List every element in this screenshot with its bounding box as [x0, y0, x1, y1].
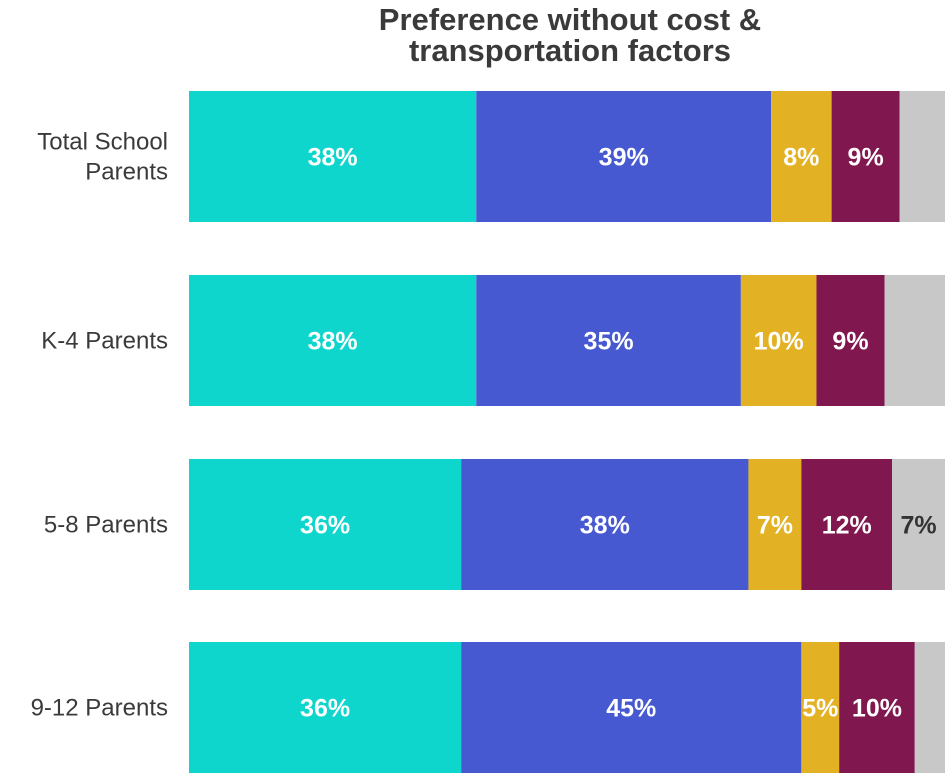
- bar-segment-row3-series3: [748, 459, 802, 590]
- chart-title: Preference without cost & transportation…: [300, 4, 840, 66]
- data-label-row3-series1: 36%: [300, 512, 350, 540]
- bar-segment-row1-series5: [899, 91, 945, 222]
- bar-segment-row1-series2: [476, 91, 772, 222]
- bar-segment-row2-series1: [189, 275, 477, 406]
- data-label-row1-series1: 38%: [308, 144, 358, 172]
- data-labels-group: 38% 39% 8% 9% 38% 35% 10% 9% 36% 38% 7% 12% 7% 36% 45%…: [300, 144, 937, 723]
- category-label-row1-line1: Total School: [37, 129, 168, 156]
- bar-segment-row3-series4: [801, 459, 893, 590]
- data-label-row4-series4: 10%: [852, 695, 902, 723]
- data-label-row3-series2: 38%: [580, 512, 630, 540]
- bar-segment-row4-series3: [801, 642, 840, 773]
- data-label-row3-series3: 7%: [757, 512, 793, 540]
- data-label-row2-series3: 10%: [754, 328, 804, 356]
- category-label-row4: 9-12 Parents: [31, 695, 168, 722]
- category-labels-group: Total School Parents K-4 Parents 5-8 Parent…: [31, 129, 168, 722]
- data-label-row4-series3: 5%: [802, 695, 838, 723]
- bar-segment-row4-series1: [189, 642, 462, 773]
- chart-title-line-2: transportation factors: [408, 33, 732, 68]
- category-label-row1-line2: Parents: [85, 159, 168, 186]
- category-label-row2: K-4 Parents: [41, 328, 168, 355]
- data-label-row4-series1: 36%: [300, 695, 350, 723]
- data-label-row2-series4: 9%: [832, 328, 868, 356]
- chart-title-line-1: Preference without cost &: [378, 2, 762, 37]
- bar-segment-row1-series3: [771, 91, 832, 222]
- bar-segment-row3-series1: [189, 459, 462, 590]
- bar-segment-row1-series4: [831, 91, 900, 222]
- bars-group: [189, 91, 945, 773]
- data-label-row4-series2: 45%: [606, 695, 656, 723]
- data-label-row2-series1: 38%: [308, 328, 358, 356]
- bar-segment-row1-series1: [189, 91, 477, 222]
- bar-segment-row4-series4: [839, 642, 915, 773]
- data-label-row1-series3: 8%: [783, 144, 819, 172]
- bar-segment-row2-series2: [476, 275, 741, 406]
- bar-segment-row4-series5: [914, 642, 945, 773]
- bar-segment-row2-series3: [740, 275, 817, 406]
- bar-segment-row2-series5: [884, 275, 945, 406]
- bar-segment-row3-series2: [461, 459, 749, 590]
- data-label-row2-series2: 35%: [584, 328, 634, 356]
- data-label-row1-series2: 39%: [599, 144, 649, 172]
- bar-segment-row4-series2: [461, 642, 802, 773]
- bar-segment-row3-series5: [892, 459, 945, 590]
- data-label-row1-series4: 9%: [848, 144, 884, 172]
- data-label-row3-series4: 12%: [822, 512, 872, 540]
- bar-segment-row2-series4: [816, 275, 885, 406]
- data-label-row3-series5: 7%: [900, 512, 936, 540]
- category-label-row3: 5-8 Parents: [44, 512, 168, 539]
